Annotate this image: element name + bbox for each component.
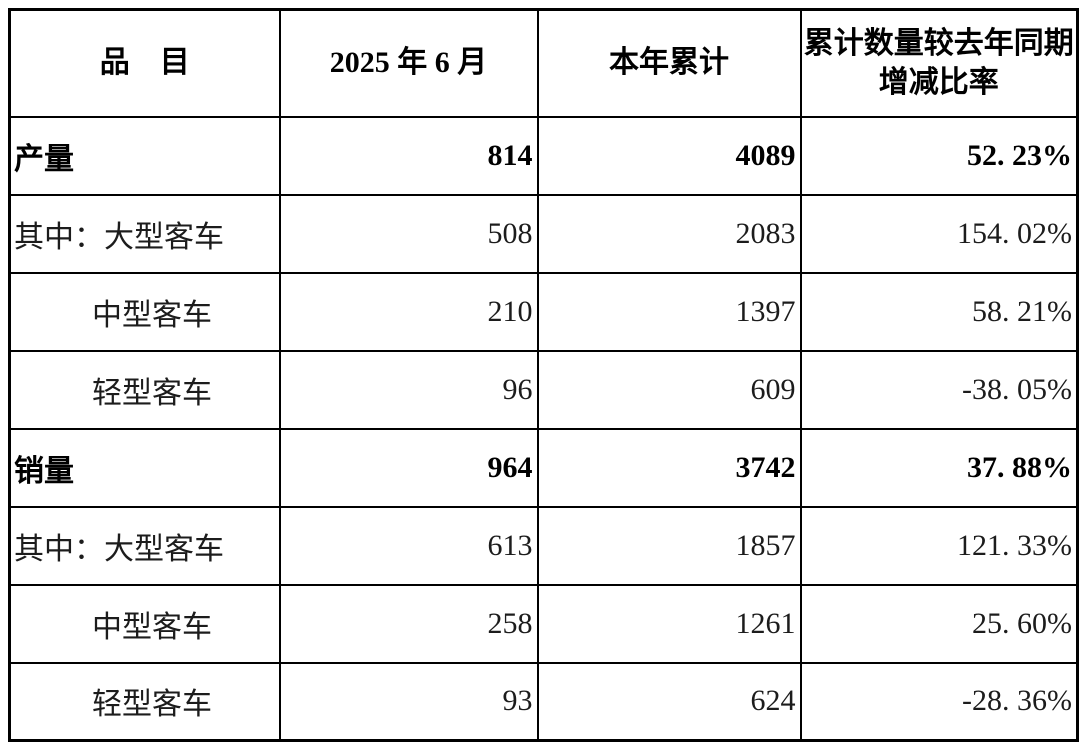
table-row-sales-large: 其中：大型客车 613 1857 121. 33% [8,505,1079,586]
col-header-yoy: 累计数量较去年同期 增减比率 [799,8,1079,118]
row-label: 轻型客车 [8,661,281,742]
table-row-production-large: 其中：大型客车 508 2083 154. 02% [8,193,1079,274]
table-row-sales-medium: 中型客车 258 1261 25. 60% [8,583,1079,664]
yoy-value: 154. 02% [799,193,1079,274]
month-value: 613 [278,505,539,586]
ytd-value: 1397 [536,271,802,352]
row-label: 中型客车 [8,583,281,664]
ytd-value: 1857 [536,505,802,586]
table-row-production-light: 轻型客车 96 609 -38. 05% [8,349,1079,430]
yoy-value: 52. 23% [799,115,1079,196]
month-value: 814 [278,115,539,196]
row-label: 销量 [8,427,281,508]
yoy-value: 58. 21% [799,271,1079,352]
ytd-value: 1261 [536,583,802,664]
yoy-value: -28. 36% [799,661,1079,742]
row-label: 其中：大型客车 [8,505,281,586]
yoy-value: 121. 33% [799,505,1079,586]
table-row-production-total: 产量 814 4089 52. 23% [8,115,1079,196]
month-value: 93 [278,661,539,742]
row-label: 其中：大型客车 [8,193,281,274]
table-header-row: 品 目 2025 年 6 月 本年累计 累计数量较去年同期 增减比率 [8,8,1079,118]
ytd-value: 3742 [536,427,802,508]
col-header-item: 品 目 [8,8,281,118]
month-value: 210 [278,271,539,352]
row-label: 产量 [8,115,281,196]
month-value: 258 [278,583,539,664]
production-sales-table: 品 目 2025 年 6 月 本年累计 累计数量较去年同期 增减比率 产量 814… [8,8,1079,742]
month-value: 96 [278,349,539,430]
table-row-sales-total: 销量 964 3742 37. 88% [8,427,1079,508]
col-header-ytd: 本年累计 [536,8,802,118]
ytd-value: 4089 [536,115,802,196]
yoy-value: -38. 05% [799,349,1079,430]
table-row-production-medium: 中型客车 210 1397 58. 21% [8,271,1079,352]
table-row-sales-light: 轻型客车 93 624 -28. 36% [8,661,1079,742]
month-value: 964 [278,427,539,508]
row-label: 中型客车 [8,271,281,352]
yoy-value: 37. 88% [799,427,1079,508]
ytd-value: 2083 [536,193,802,274]
col-header-month: 2025 年 6 月 [278,8,539,118]
ytd-value: 609 [536,349,802,430]
ytd-value: 624 [536,661,802,742]
yoy-value: 25. 60% [799,583,1079,664]
col-header-yoy-line2: 增减比率 [878,66,999,100]
month-value: 508 [278,193,539,274]
col-header-yoy-line1: 累计数量较去年同期 [803,26,1074,60]
row-label: 轻型客车 [8,349,281,430]
